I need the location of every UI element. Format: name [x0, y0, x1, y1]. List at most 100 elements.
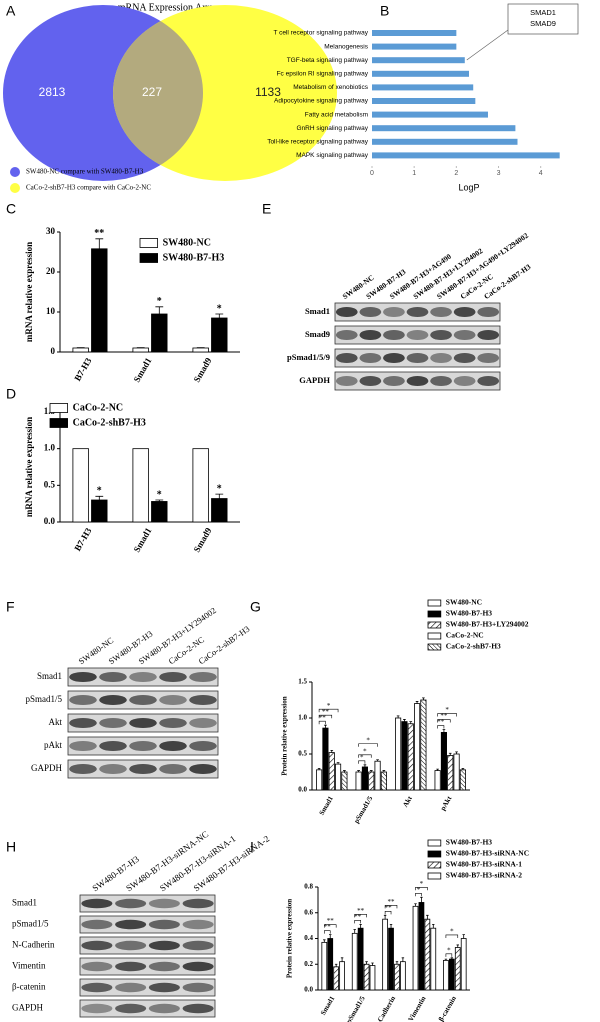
row-label: pSmad1/5 [12, 919, 49, 929]
bar [361, 766, 368, 791]
blot-band [430, 306, 452, 318]
category-label: pSmad1/5 [345, 994, 367, 1022]
error-bar [401, 957, 405, 962]
bar [335, 763, 342, 791]
bar [394, 963, 400, 991]
blot-band [81, 940, 113, 951]
legend-label: SW480-NC [163, 237, 211, 248]
significance-bracket [324, 930, 331, 934]
blot-band [115, 1003, 147, 1014]
category-label: Fatty acid metabolism [305, 111, 368, 118]
bar [447, 755, 454, 791]
blot-band [182, 982, 214, 993]
venn-overlap [113, 5, 203, 181]
blot-band [383, 352, 405, 364]
blot-band [453, 329, 476, 341]
bar [372, 30, 457, 36]
x-tick-label: 3 [497, 170, 501, 177]
y-tick-label: 0 [51, 346, 56, 356]
error-bar [353, 929, 356, 934]
error-bar [329, 934, 332, 939]
bar [372, 57, 465, 64]
legend-label: SW480-B7-H3-siRNA-NC [446, 849, 529, 858]
blot-band [159, 763, 187, 775]
legend-swatch [49, 418, 69, 428]
blot-band [477, 375, 500, 387]
legend-swatch [427, 632, 442, 640]
significance-label: * [157, 296, 162, 307]
category-label: pAkt [439, 794, 454, 812]
bar [91, 499, 108, 523]
blot-band [182, 898, 214, 909]
row-label: pSmad1/5 [25, 694, 62, 704]
blot-band [189, 694, 217, 706]
significance-bracket [437, 713, 457, 717]
category-label: Smad1 [132, 356, 154, 384]
bar [363, 963, 370, 991]
y-tick-label: 0.2 [304, 960, 313, 968]
error-bar [382, 770, 386, 772]
legend-label: SW480-B7-H3 [446, 609, 493, 618]
significance-bracket [358, 760, 366, 764]
legend-label: SW480-NC [446, 598, 482, 607]
category-label: Smad9 [192, 356, 214, 384]
error-bar [422, 697, 425, 700]
row-label: β-catenin [12, 982, 46, 992]
panel-letter: E [262, 201, 271, 217]
significance-label: ** [385, 904, 393, 912]
blot-band [430, 352, 452, 364]
error-bar [432, 923, 435, 929]
category-label: Smad9 [192, 526, 214, 554]
error-bar [343, 770, 346, 772]
row-label: GAPDH [31, 763, 63, 773]
bar [151, 501, 168, 523]
legend-swatch [427, 872, 442, 880]
error-bar [359, 923, 362, 929]
venn-count: 2813 [39, 85, 66, 99]
bar [316, 769, 323, 791]
significance-label: ** [357, 907, 365, 915]
blot-strip [79, 978, 216, 997]
category-label: TGF-beta signaling pathway [287, 57, 369, 64]
blot-band [129, 717, 157, 729]
significance-label: * [217, 303, 222, 314]
error-bar [155, 306, 164, 314]
legend-label: CaCo-2-shB7-H3 compare with CaCo-2-NC [26, 184, 151, 192]
error-bar [455, 751, 458, 754]
significance-label: * [97, 486, 102, 497]
x-tick-label: 2 [454, 170, 458, 177]
error-bar [461, 768, 465, 770]
blot-band [406, 329, 429, 341]
bar [434, 770, 441, 791]
panel-letter: A [6, 3, 16, 19]
blot-band [81, 961, 113, 972]
bar [414, 703, 421, 791]
category-label: Fc epsilon RI signaling pathway [277, 71, 369, 78]
blot-band [335, 329, 358, 341]
blot-band [406, 306, 429, 318]
category-label: pSmad1/5 [352, 794, 374, 824]
error-bar [444, 958, 448, 961]
error-bar [336, 762, 340, 765]
row-label: pAkt [44, 740, 62, 750]
significance-bracket [384, 911, 392, 915]
blot-band [477, 352, 500, 364]
bar [369, 965, 376, 991]
bar [372, 125, 516, 132]
error-bar [415, 701, 419, 704]
category-label: Adipocytokine signaling pathway [274, 98, 369, 105]
blot-band [182, 940, 214, 951]
blot-band [81, 919, 113, 930]
panel-letter: I [250, 839, 254, 855]
error-bar [95, 495, 104, 500]
blot-band [477, 329, 500, 341]
blot-band [383, 306, 405, 318]
bar [395, 717, 402, 791]
significance-bracket [358, 754, 372, 758]
blot-band [159, 717, 187, 729]
blot-band [189, 740, 217, 752]
blot-band [159, 694, 187, 706]
error-bar [317, 768, 321, 770]
blot-band [359, 306, 382, 318]
